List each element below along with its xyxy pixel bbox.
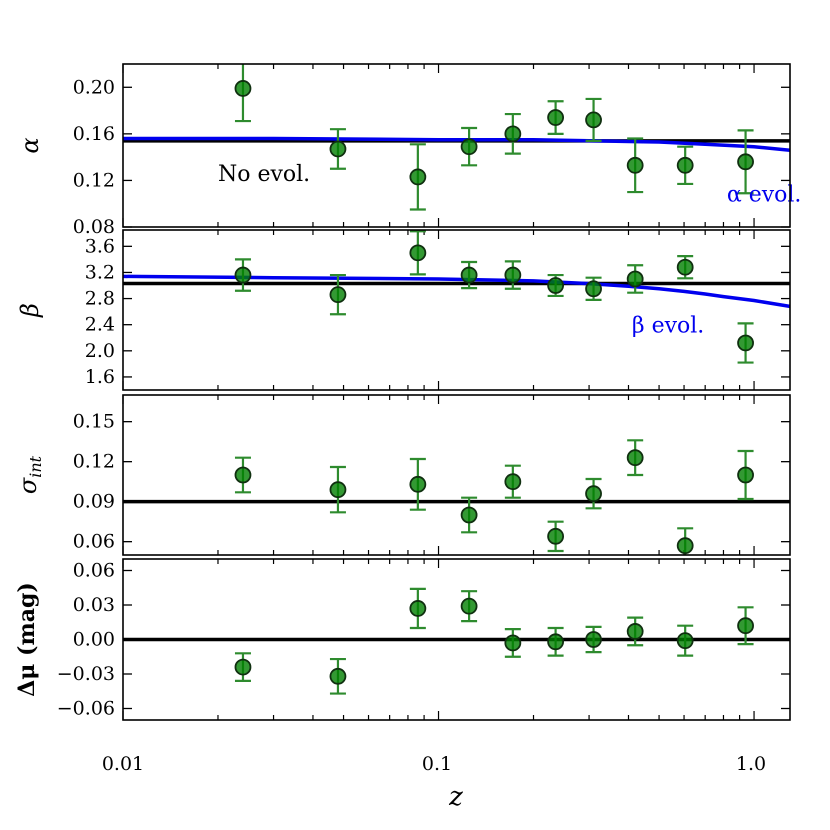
y-axis-label: Δμ (mag): [14, 582, 40, 697]
panel-frame: [122, 558, 791, 721]
y-axis-label: σint: [14, 455, 45, 494]
data-point: [504, 266, 522, 284]
data-point: [547, 633, 565, 651]
panel-dmu: −0.06 −0.03 0.00 0.03 0.06 Δμ (mag): [14, 558, 791, 721]
panel-frame: [122, 63, 791, 228]
data-point: [409, 168, 427, 186]
evolution-model-curve: [123, 274, 790, 309]
data-point: [676, 537, 694, 555]
data-point: [234, 80, 252, 97]
data-point: [504, 634, 522, 652]
data-point: [585, 631, 602, 648]
y-axis-label: β: [16, 303, 44, 318]
data-point: [737, 617, 754, 635]
data-point: [626, 270, 644, 288]
y-tick-label: 3.2: [85, 261, 115, 283]
data-point: [737, 153, 754, 171]
y-tick-label: 0.15: [73, 411, 115, 433]
y-tick-label: 2.4: [85, 314, 115, 336]
data-point: [676, 258, 694, 276]
y-tick-label: 0.12: [73, 451, 115, 473]
y-tick-label: 0.00: [73, 629, 115, 651]
y-tick-label: 0.06: [73, 560, 115, 582]
data-point: [504, 473, 522, 491]
data-point: [585, 111, 602, 129]
data-point: [234, 658, 252, 676]
data-point: [676, 632, 694, 650]
y-tick-label: 0.12: [73, 169, 115, 191]
data-point: [460, 506, 478, 524]
y-tick-label: −0.03: [57, 663, 115, 685]
data-point: [409, 475, 427, 493]
data-point: [409, 600, 427, 617]
data-point: [585, 280, 602, 298]
data-point: [234, 466, 252, 484]
y-tick-label: 0.03: [73, 594, 115, 616]
y-tick-label: 0.08: [73, 216, 115, 238]
data-point: [626, 449, 644, 467]
panel-frame: [122, 229, 791, 391]
data-point: [460, 138, 478, 156]
panels: 0.08 0.12 0.16 0.20 No evol. α evol. α 1.6 2.0 2.…: [14, 63, 802, 721]
y-tick-label: 0.06: [73, 531, 115, 553]
data-point: [585, 485, 602, 503]
x-tick-label: 0.01: [102, 753, 144, 775]
data-point: [547, 277, 565, 294]
x-axis-label: z: [448, 782, 463, 812]
panel-annotation: β evol.: [632, 314, 704, 339]
data-point: [329, 667, 347, 685]
panel-sigma: 0.06 0.09 0.12 0.15 σint: [14, 394, 791, 556]
data-point: [409, 244, 427, 262]
y-tick-label: 0.20: [73, 76, 115, 98]
data-point: [329, 286, 347, 304]
y-tick-label: −0.06: [57, 698, 115, 720]
x-axis-tick-labels: 0.01 0.1 1.0: [102, 753, 766, 775]
y-tick-label: 2.8: [85, 288, 115, 310]
data-point: [234, 266, 252, 284]
data-point: [626, 623, 644, 640]
data-point: [547, 527, 565, 545]
y-tick-label: 0.09: [73, 491, 115, 513]
data-point: [504, 125, 522, 143]
panel-alpha: 0.08 0.12 0.16 0.20 No evol. α evol. α: [16, 63, 802, 238]
data-point: [626, 156, 644, 174]
panel-annotation: α evol.: [727, 182, 802, 207]
y-tick-label: 0.16: [73, 123, 115, 145]
data-point: [737, 334, 754, 352]
data-point: [329, 481, 347, 499]
panel-annotation: No evol.: [218, 162, 310, 187]
data-point: [676, 156, 694, 174]
y-tick-label: 1.6: [85, 366, 115, 388]
y-axis-label: α: [16, 137, 44, 153]
data-point: [460, 266, 478, 284]
data-point: [460, 597, 478, 615]
data-point: [547, 109, 565, 126]
panel-frame: [122, 394, 791, 556]
panel-beta: 1.6 2.0 2.4 2.8 3.2 3.6 β evol. β: [16, 229, 791, 391]
data-point: [329, 140, 347, 158]
x-tick-label: 0.1: [422, 753, 452, 775]
y-tick-label: 3.6: [85, 235, 115, 257]
y-tick-label: 2.0: [85, 340, 115, 362]
data-point: [737, 466, 754, 484]
x-tick-label: 1.0: [736, 753, 766, 775]
